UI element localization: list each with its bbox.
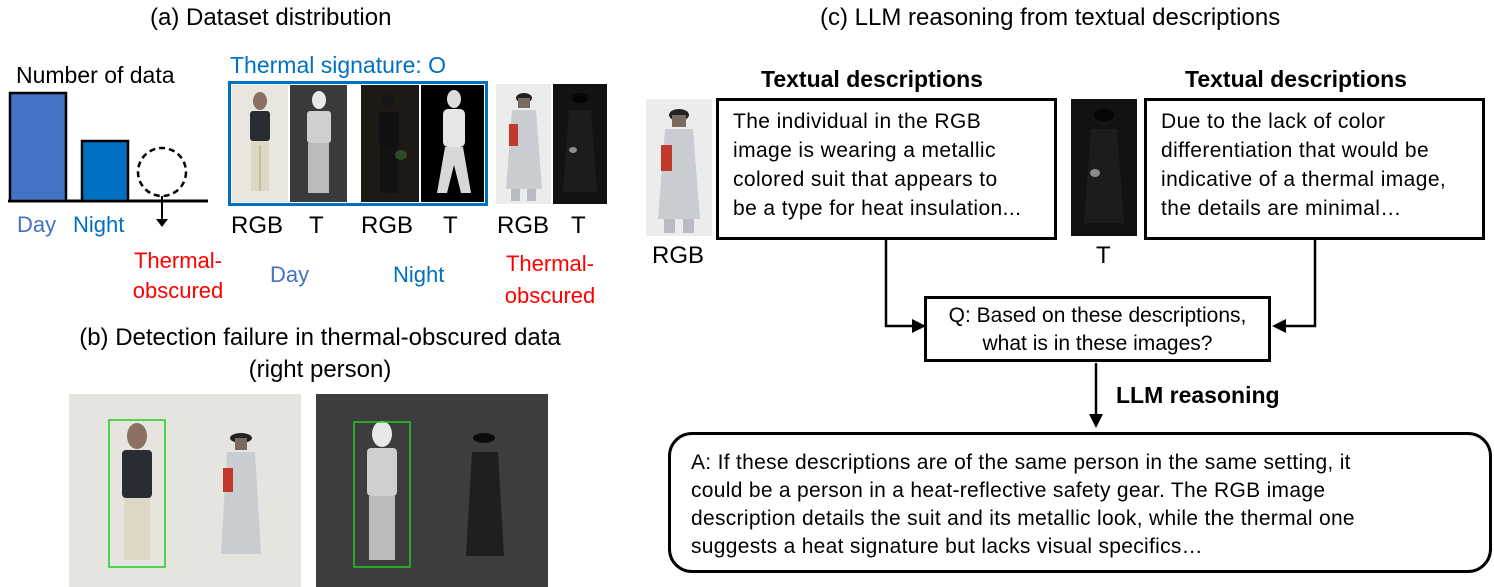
llm-reasoning-label: LLM reasoning xyxy=(1116,382,1280,408)
reasoning-rgb-label: RGB xyxy=(652,242,705,269)
bar-label-thermal-obscured: Thermal- obscured xyxy=(132,248,224,303)
panel-c-title: (c) LLM reasoning from textual descripti… xyxy=(820,4,1281,31)
detection-box-rgb xyxy=(108,419,166,568)
day-rgb-image xyxy=(232,85,288,202)
desc-header-t: Textual descriptions xyxy=(1185,66,1407,92)
bar-label-night: Night xyxy=(73,212,125,237)
dataset-bar-chart xyxy=(8,91,208,222)
pair-label-day-rgb: RGB xyxy=(231,212,284,239)
night-rgb-image xyxy=(361,85,419,202)
reasoning-thermal-image xyxy=(1071,99,1137,236)
reasoning-t-label: T xyxy=(1096,242,1111,269)
thermal-signature-label: Thermal signature: O xyxy=(230,52,447,78)
reasoning-rgb-image xyxy=(646,99,712,236)
missing-arrow-head xyxy=(156,219,168,227)
pair-label-night-t: T xyxy=(443,212,458,239)
panel-a-title: (a) Dataset distribution xyxy=(150,4,392,31)
day-thermal-image xyxy=(290,85,347,202)
rgb-to-question-arrow xyxy=(884,240,916,328)
obscured-rgb-image xyxy=(496,84,551,204)
bar-night xyxy=(80,139,130,203)
detection-box-thermal xyxy=(353,421,411,568)
bar-label-day: Day xyxy=(17,212,57,237)
group-label-day: Day xyxy=(270,262,310,287)
bar-day xyxy=(8,91,68,203)
question-box: Q: Based on these descriptions, what is … xyxy=(924,296,1271,362)
obscured-thermal-image xyxy=(553,84,607,204)
rgb-description-box: The individual in the RGB image is weari… xyxy=(716,98,1057,240)
bar-thermal-obscured-missing xyxy=(136,146,188,198)
group-label-thermal-obscured: Thermal- obscured xyxy=(504,251,596,308)
group-label-night: Night xyxy=(393,262,445,287)
pair-label-obscured-t: T xyxy=(571,212,586,239)
bar-axis-label: Number of data xyxy=(16,62,175,88)
pair-label-night-rgb: RGB xyxy=(361,212,414,239)
detection-rgb-image xyxy=(69,394,301,587)
thermal-description-box: Due to the lack of color differentiation… xyxy=(1144,98,1485,240)
desc-header-rgb: Textual descriptions xyxy=(761,66,983,92)
panel-b-subtitle: (right person) xyxy=(248,356,392,383)
thermal-signature-frame xyxy=(228,81,488,206)
panel-b-title: (b) Detection failure in thermal-obscure… xyxy=(79,324,561,351)
pair-label-obscured-rgb: RGB xyxy=(497,212,550,239)
detection-thermal-image xyxy=(316,394,548,587)
pair-label-day-t: T xyxy=(309,212,324,239)
answer-box: A: If these descriptions are of the same… xyxy=(668,432,1492,573)
thermal-to-question-arrow xyxy=(1282,240,1317,328)
night-thermal-image xyxy=(421,85,484,202)
